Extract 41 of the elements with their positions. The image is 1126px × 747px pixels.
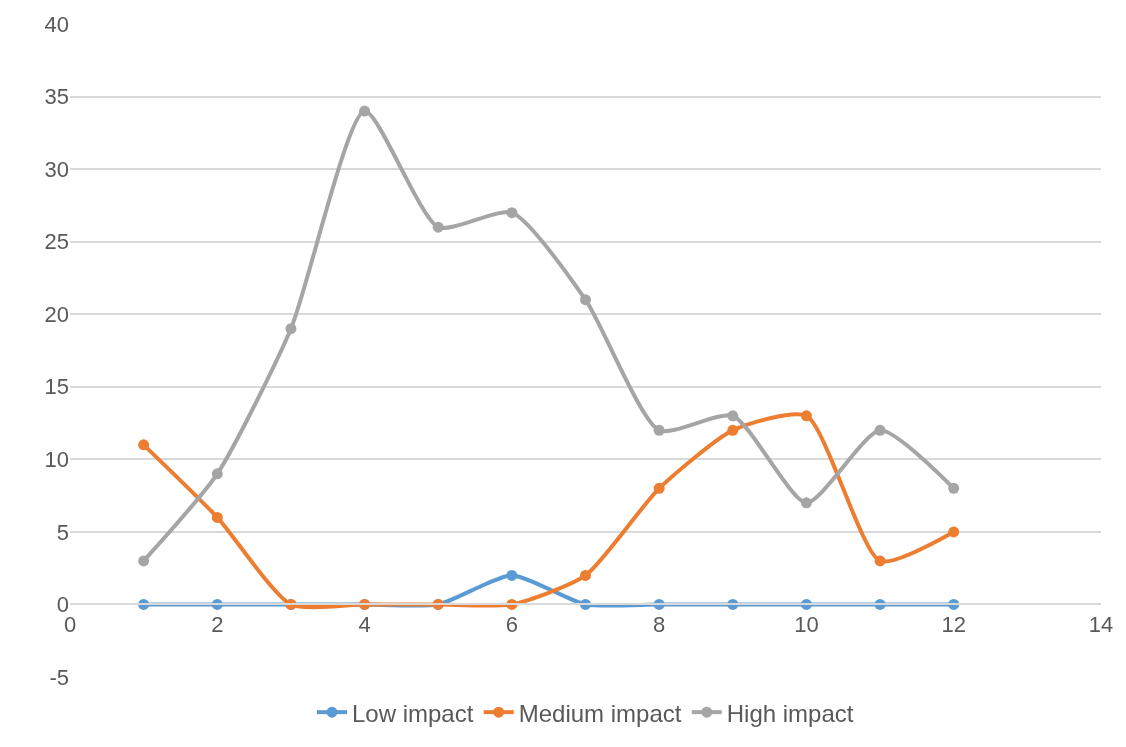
point xyxy=(211,511,223,523)
point xyxy=(948,482,960,494)
point xyxy=(874,555,886,567)
y-tick-label: 10 xyxy=(44,447,69,473)
point xyxy=(800,497,812,509)
point xyxy=(506,207,518,219)
x-tick-label: 8 xyxy=(653,611,666,637)
y-tick-label: 25 xyxy=(44,229,69,255)
y-tick-label: -5 xyxy=(49,664,69,690)
y-tick-label: 15 xyxy=(44,374,69,400)
point xyxy=(432,221,444,233)
y-tick-label: 35 xyxy=(44,84,69,110)
point xyxy=(580,569,591,581)
point xyxy=(580,294,591,306)
y-tick-label: 5 xyxy=(56,519,69,545)
x-tick-label: 10 xyxy=(794,611,819,637)
legend-label: Medium impact xyxy=(518,699,682,727)
point xyxy=(948,526,960,538)
y-tick-label: 40 xyxy=(44,11,69,37)
point xyxy=(285,323,297,335)
legend-label: Low impact xyxy=(352,699,474,727)
point xyxy=(727,410,739,422)
point xyxy=(138,555,150,567)
x-tick-label: 4 xyxy=(358,611,371,637)
x-tick-label: 14 xyxy=(1088,611,1114,637)
y-tick-label: 30 xyxy=(44,156,69,182)
point xyxy=(138,439,150,451)
point xyxy=(359,105,371,117)
x-tick-label: 12 xyxy=(941,611,966,637)
point xyxy=(653,482,665,494)
y-tick-label: 20 xyxy=(44,301,69,327)
x-tick-label: 6 xyxy=(505,611,518,637)
point xyxy=(727,424,739,436)
y-tick-label: 0 xyxy=(56,592,69,618)
point xyxy=(653,424,665,436)
x-tick-label: 2 xyxy=(211,611,224,637)
point xyxy=(506,569,518,581)
point xyxy=(874,424,886,436)
legend-label: High impact xyxy=(726,699,854,727)
point xyxy=(800,410,812,422)
point xyxy=(211,468,223,480)
